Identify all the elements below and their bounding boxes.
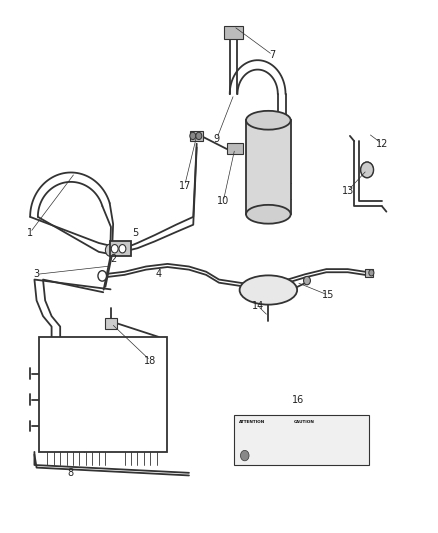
Circle shape (119, 245, 126, 253)
Circle shape (98, 271, 106, 281)
Bar (39, 337, 167, 452)
Ellipse shape (240, 276, 297, 305)
Circle shape (360, 162, 374, 177)
Bar (365, 269, 373, 277)
Text: 7: 7 (269, 50, 276, 60)
Ellipse shape (246, 111, 291, 130)
Text: 15: 15 (322, 290, 335, 300)
Bar (224, 26, 243, 39)
Circle shape (369, 270, 374, 276)
Bar (110, 241, 131, 256)
Text: 4: 4 (156, 269, 162, 279)
Bar (246, 120, 291, 214)
Circle shape (111, 245, 118, 253)
Text: 16: 16 (292, 395, 304, 405)
Ellipse shape (246, 205, 291, 224)
Text: 17: 17 (178, 181, 191, 190)
Circle shape (240, 450, 249, 461)
Circle shape (360, 162, 374, 177)
Text: 3: 3 (34, 269, 39, 279)
Text: 5: 5 (132, 228, 138, 238)
Text: 14: 14 (251, 301, 264, 311)
Bar (190, 131, 203, 141)
Text: 13: 13 (342, 186, 354, 196)
Text: 1: 1 (27, 228, 33, 238)
Text: 2: 2 (111, 254, 117, 264)
Text: 12: 12 (376, 139, 389, 149)
Circle shape (364, 166, 371, 174)
Bar (234, 415, 369, 465)
Text: 10: 10 (217, 196, 230, 206)
Circle shape (304, 277, 311, 285)
Circle shape (190, 132, 196, 140)
Text: ATTENTION: ATTENTION (239, 419, 265, 424)
Circle shape (196, 132, 202, 140)
Bar (105, 318, 117, 329)
Text: 18: 18 (144, 356, 156, 366)
Text: 8: 8 (68, 468, 74, 478)
Text: CAUTION: CAUTION (293, 419, 314, 424)
Text: 9: 9 (214, 134, 220, 143)
Circle shape (106, 244, 116, 256)
Bar (227, 143, 243, 154)
